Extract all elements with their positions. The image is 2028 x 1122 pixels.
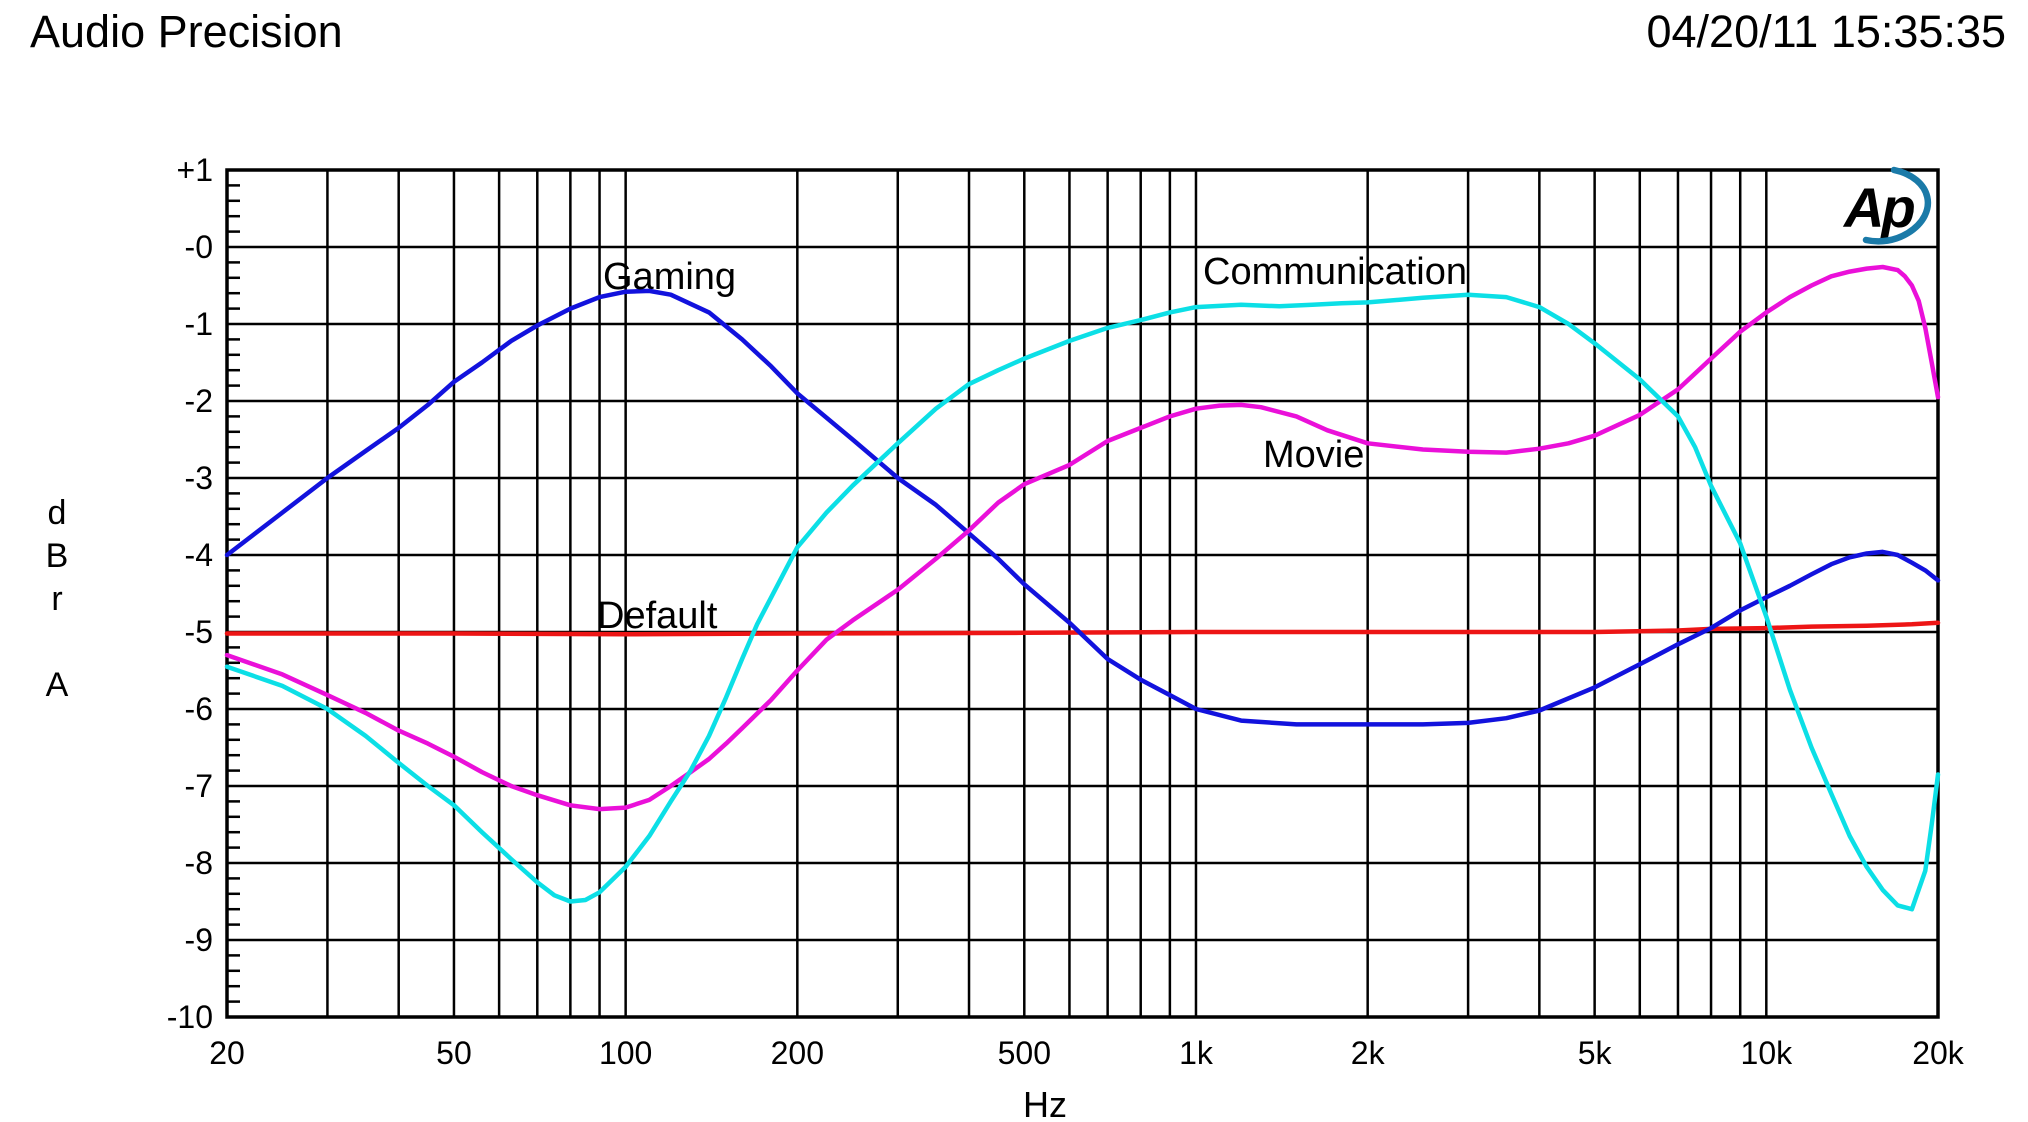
y-axis-unit-letter: B <box>46 537 69 575</box>
timestamp: 04/20/11 15:35:35 <box>1647 6 2007 57</box>
y-tick-label: -4 <box>185 537 213 573</box>
y-tick-label: -1 <box>185 306 213 342</box>
curve-communication <box>224 292 1941 912</box>
x-tick-label: 200 <box>771 1035 824 1071</box>
x-tick-label: 100 <box>599 1035 652 1071</box>
x-tick-label: 20 <box>209 1035 245 1071</box>
audio-precision-logo: Ap <box>1842 166 1932 245</box>
curve-movie <box>224 264 1941 812</box>
x-tick-label: 2k <box>1351 1035 1386 1071</box>
curve-label-movie: Movie <box>1263 434 1364 476</box>
y-axis-unit-letter: r <box>51 580 62 618</box>
y-tick-label: -5 <box>185 614 213 650</box>
curve-label-communication: Communication <box>1203 251 1467 293</box>
axis-tick-labels: 20 50 100 200 500 1k 2k 5k 10k 20k +1 -0 -1 -2 -3 -4 -5 -… <box>167 152 1965 1071</box>
curve-gaming <box>224 288 1941 727</box>
x-axis-unit: Hz <box>1023 1084 1067 1122</box>
report-title: Audio Precision <box>30 6 343 57</box>
y-tick-label: -6 <box>185 691 213 727</box>
y-axis-unit-letter: A <box>46 666 69 704</box>
y-tick-label: +1 <box>177 152 213 188</box>
ap-logo-text: Ap <box>1842 176 1914 239</box>
curve-label-default: Default <box>597 595 718 637</box>
x-tick-label: 10k <box>1741 1035 1794 1071</box>
curves <box>224 264 1941 912</box>
curve-label-gaming: Gaming <box>603 256 736 298</box>
x-tick-label: 5k <box>1578 1035 1613 1071</box>
y-tick-label: -7 <box>185 768 213 804</box>
curve-labels: Default Gaming Movie Communication <box>597 251 1467 637</box>
x-tick-label: 50 <box>436 1035 472 1071</box>
y-tick-label: -10 <box>167 999 213 1035</box>
curve-default <box>224 620 1941 637</box>
y-tick-label: -3 <box>185 460 213 496</box>
y-tick-label: -2 <box>185 383 213 419</box>
y-tick-label: -8 <box>185 845 213 881</box>
plot-frame <box>225 168 1940 1019</box>
y-axis-unit-letter: d <box>48 494 67 532</box>
x-tick-label: 1k <box>1179 1035 1214 1071</box>
y-tick-label: -9 <box>185 922 213 958</box>
ap-logo-swoosh-icon <box>1862 166 1932 245</box>
y-tick-label: -0 <box>185 229 213 265</box>
x-tick-label: 500 <box>998 1035 1051 1071</box>
x-tick-label: 20k <box>1912 1035 1965 1071</box>
plot-grid <box>225 168 1940 1019</box>
